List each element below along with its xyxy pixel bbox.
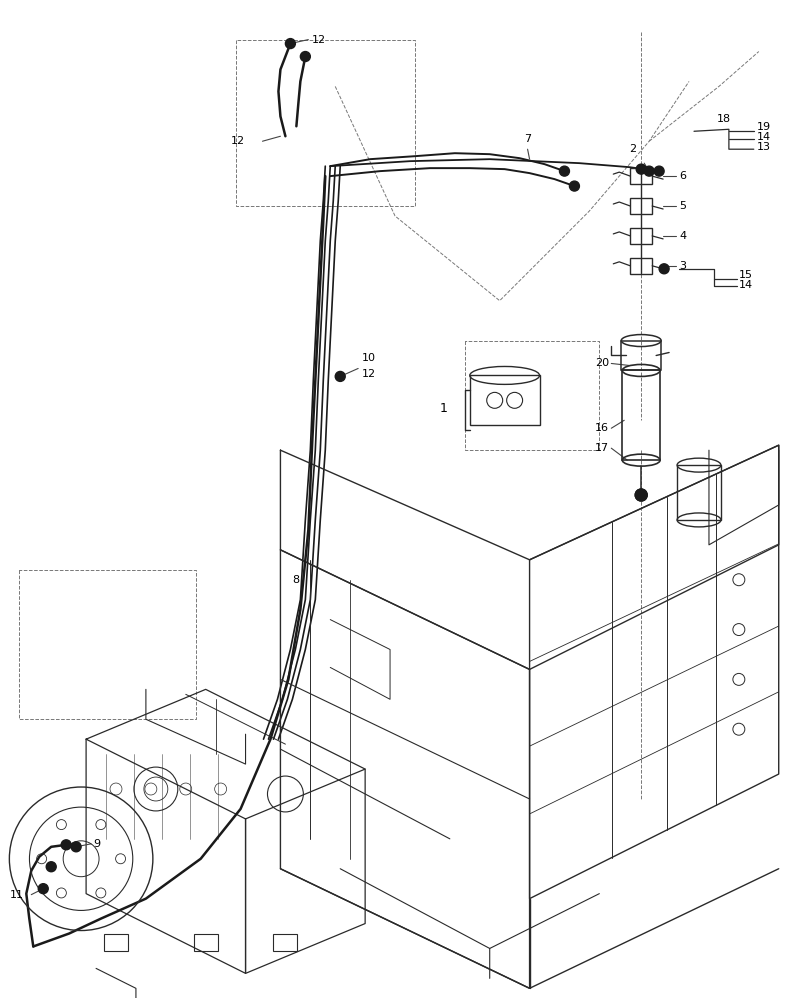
Text: 3: 3 xyxy=(678,261,685,271)
Bar xyxy=(629,168,651,184)
Bar xyxy=(273,934,297,951)
Text: 1: 1 xyxy=(440,402,448,415)
Bar xyxy=(470,375,539,425)
Text: 13: 13 xyxy=(756,142,770,152)
Text: 12: 12 xyxy=(312,35,326,45)
Text: 10: 10 xyxy=(362,353,375,363)
Bar xyxy=(104,934,128,951)
Circle shape xyxy=(654,166,663,176)
Text: 19: 19 xyxy=(756,122,770,132)
Circle shape xyxy=(335,371,345,381)
Circle shape xyxy=(634,489,646,501)
Text: 9: 9 xyxy=(93,839,100,849)
Text: 15: 15 xyxy=(738,270,752,280)
Text: 4: 4 xyxy=(678,231,685,241)
Bar xyxy=(621,370,659,460)
Circle shape xyxy=(569,181,579,191)
Text: 7: 7 xyxy=(523,134,530,144)
Text: 6: 6 xyxy=(678,171,685,181)
Text: 12: 12 xyxy=(230,136,244,146)
Text: 12: 12 xyxy=(362,369,375,379)
Bar xyxy=(629,258,651,274)
Circle shape xyxy=(46,862,56,872)
Circle shape xyxy=(636,164,646,174)
Text: 2: 2 xyxy=(629,144,636,154)
Text: 5: 5 xyxy=(678,201,685,211)
Circle shape xyxy=(634,489,646,501)
Bar xyxy=(194,934,217,951)
Text: 14: 14 xyxy=(756,132,770,142)
Text: 8: 8 xyxy=(292,575,299,585)
Text: 16: 16 xyxy=(594,423,608,433)
Bar xyxy=(629,198,651,214)
Circle shape xyxy=(285,39,295,49)
Circle shape xyxy=(38,884,48,894)
Circle shape xyxy=(61,840,71,850)
Circle shape xyxy=(559,166,569,176)
Text: 11: 11 xyxy=(10,890,24,900)
Text: 20: 20 xyxy=(594,358,608,368)
Circle shape xyxy=(71,842,81,852)
Text: 18: 18 xyxy=(716,114,730,124)
Text: 17: 17 xyxy=(594,443,608,453)
Bar xyxy=(676,465,720,520)
Circle shape xyxy=(643,166,654,176)
Circle shape xyxy=(300,52,310,62)
Text: 14: 14 xyxy=(738,280,752,290)
Circle shape xyxy=(659,264,668,274)
Bar xyxy=(629,228,651,244)
Bar xyxy=(620,341,660,370)
